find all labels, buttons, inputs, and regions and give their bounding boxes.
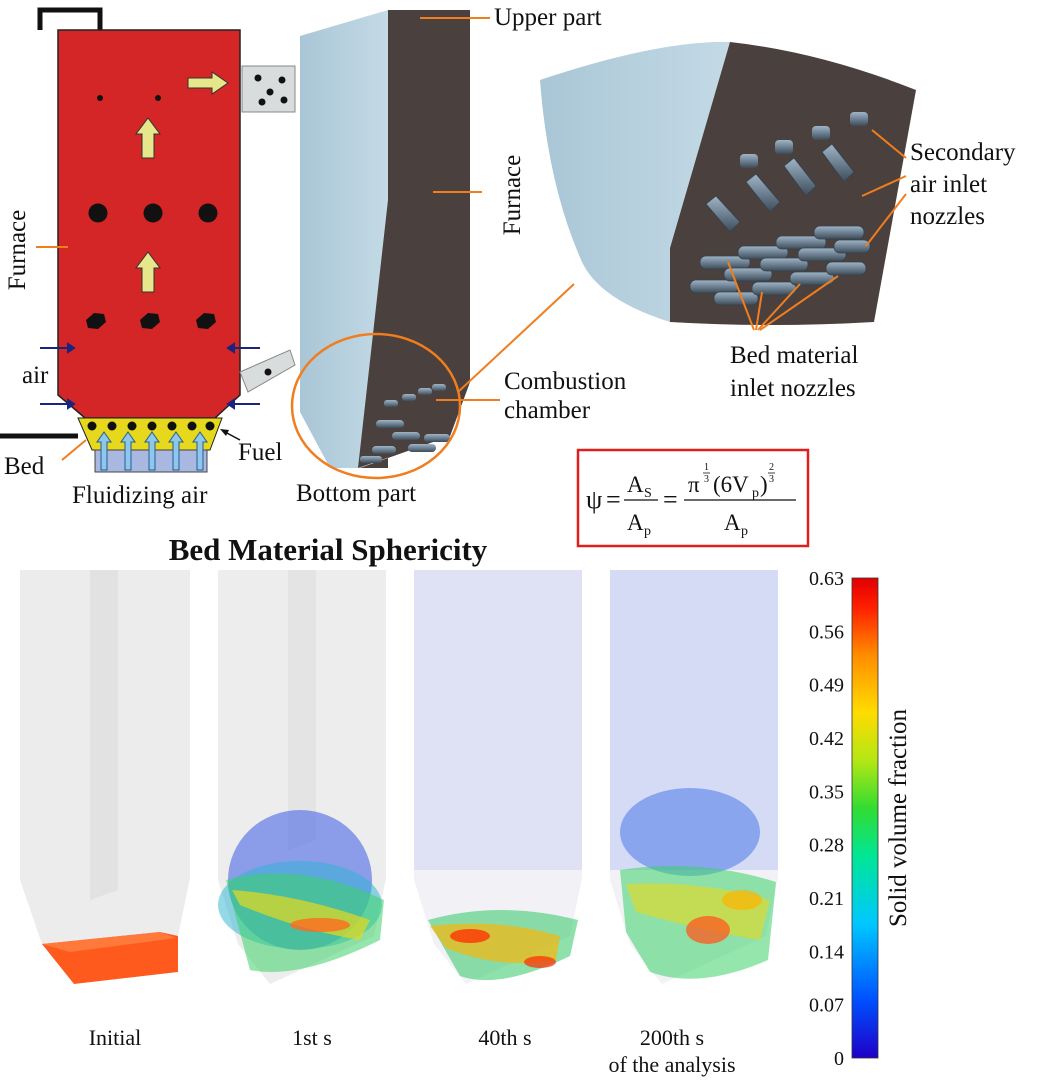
colorbar-tick-label: 0.56 [809,621,844,643]
colorbar-label: Solid volume fraction [885,708,912,927]
flow-up-arrow-icon [135,117,161,159]
colorbar-scale [851,577,879,1059]
svg-text:=: = [663,485,678,514]
bed-nozzles-label-line1: Bed material [730,342,858,369]
svg-text:ψ: ψ [586,485,602,514]
panel-label-200th-s: 200th s [640,1025,704,1050]
bed-label: Bed [4,453,45,480]
bottom-highlight-ellipse [290,332,462,480]
fuel-label: Fuel [238,439,283,466]
svg-text:3: 3 [704,474,709,485]
model-nozzles [360,384,450,463]
secondary-label-line2: air inlet [910,171,987,198]
simulation-title: Bed Material Sphericity [169,532,488,567]
secondary-air-arrows [40,342,260,410]
svg-text:1: 1 [704,462,709,473]
bed-nozzles [689,143,871,306]
air-label: air [22,362,49,389]
svg-text:2: 2 [769,462,774,473]
panel-1st-s [218,570,386,984]
svg-text:): ) [760,472,768,497]
panel-initial [20,570,190,984]
svg-text:=: = [606,485,621,514]
colorbar-tick-label: 0.28 [809,835,844,857]
panel-label-40th-s: 40th s [478,1025,531,1050]
panel-label-initial: Initial [89,1025,142,1050]
colorbar-ticks: 0.63 0.56 0.49 0.42 0.35 0.28 0.21 0.14 0.07 0 [809,568,844,1070]
bottom-part-label: Bottom part [296,480,416,507]
svg-text:π: π [688,472,700,497]
colorbar-tick-label: 0.63 [809,568,844,590]
upper-part-label: Upper part [494,4,602,31]
colorbar-tick-label: 0.21 [809,888,844,910]
svg-text:p: p [752,486,759,501]
svg-text:3: 3 [769,474,774,485]
colorbar-tick-label: 0.49 [809,675,844,697]
panel-note: of the analysis [608,1052,735,1077]
flue-pipe [37,7,103,32]
panel-40th-s [414,570,582,984]
svg-text:A: A [627,472,644,497]
flow-up-arrow-icon [135,251,161,293]
furnace-label: Furnace [4,210,31,291]
svg-text:S: S [644,486,652,501]
colorbar-tick-label: 0.35 [809,781,844,803]
colorbar-tick-label: 0.14 [809,941,844,963]
model-furnace-label: Furnace [499,155,526,236]
bed-particles [87,421,215,431]
colorbar-tick-label: 0.07 [809,995,844,1017]
sphericity-formula: ψ = A S A p = π 1 3 (6V p ) 2 3 A p [576,448,810,548]
panel-label-1st-s: 1st s [292,1025,332,1050]
flow-right-arrow-icon [187,71,229,95]
svg-text:A: A [724,510,741,535]
formula-box [576,448,810,548]
bed-nozzles-label-line2: inlet nozzles [730,375,856,402]
furnace-schematic: Furnace air Bed Fuel Fluidizing air [0,7,296,509]
simulation-panels: Initial 1st s 40th s 200th s of the anal… [20,570,778,1077]
svg-text:p: p [644,524,651,539]
furnace-3d-model: Upper part Furnace Combustion chamber Bo… [290,4,627,507]
secondary-label-line3: nozzles [910,203,985,230]
colorbar: 0.63 0.56 0.49 0.42 0.35 0.28 0.21 0.14 0.07 0 So… [809,568,912,1070]
model-light-face [300,10,388,468]
fluidizing-air-label: Fluidizing air [72,482,208,509]
svg-text:(6V: (6V [713,472,749,497]
nozzle-zoom-view: Secondary air inlet nozzles Bed material… [540,41,1016,402]
combustion-label-line2: chamber [504,397,591,424]
svg-text:p: p [741,524,748,539]
fluidizing-air-arrows [96,431,208,471]
panel-200th-s [610,570,778,984]
secondary-nozzles [740,112,868,168]
colorbar-tick-label: 0.42 [809,728,844,750]
svg-text:A: A [627,510,644,535]
colorbar-tick-label: 0 [834,1048,844,1070]
zoom-light-face [540,41,730,323]
combustion-label-line1: Combustion [504,368,627,395]
secondary-label-line1: Secondary [910,139,1016,166]
